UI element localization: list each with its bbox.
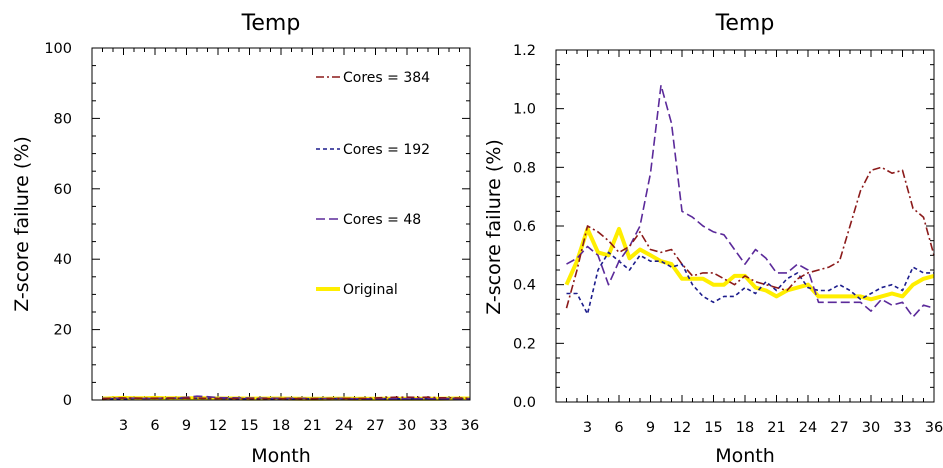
- y-tick-label: 0: [63, 393, 72, 409]
- y-tick-label: 1.2: [513, 43, 536, 59]
- legend-label: Cores = 192: [343, 142, 430, 158]
- x-tick-label: 21: [303, 418, 321, 434]
- x-tick-label: 15: [704, 420, 722, 436]
- x-tick-label: 33: [429, 418, 447, 434]
- x-tick-label: 27: [366, 418, 384, 434]
- x-tick-label: 27: [830, 420, 848, 436]
- y-tick-label: 20: [54, 323, 72, 339]
- right-chart-title: Temp: [715, 11, 775, 36]
- legend-label: Original: [343, 282, 398, 298]
- legend-label: Cores = 48: [343, 212, 421, 228]
- right-chart-xlabel: Month: [715, 445, 775, 467]
- x-tick-label: 30: [862, 420, 880, 436]
- x-tick-label: 33: [893, 420, 911, 436]
- legend-label: Cores = 384: [343, 70, 430, 86]
- y-tick-label: 80: [54, 111, 72, 127]
- y-tick-label: 60: [54, 182, 72, 198]
- y-tick-label: 1.0: [513, 102, 536, 118]
- left-chart-title: Temp: [241, 11, 301, 36]
- x-tick-label: 3: [583, 420, 592, 436]
- x-tick-label: 36: [925, 420, 943, 436]
- y-tick-label: 0.0: [513, 395, 536, 411]
- y-tick-label: 0.2: [513, 336, 536, 352]
- legend: Cores = 384 Cores = 192 Cores = 48 Original: [316, 70, 430, 298]
- series-line-cores-384: [102, 396, 471, 400]
- x-tick-label: 9: [646, 420, 655, 436]
- x-tick-label: 36: [461, 418, 479, 434]
- x-tick-label: 9: [182, 418, 191, 434]
- y-tick-label: 100: [44, 41, 72, 57]
- x-tick-label: 21: [767, 420, 785, 436]
- x-tick-label: 3: [119, 418, 128, 434]
- left-chart-ylabel: Z-score failure (%): [11, 136, 33, 312]
- x-tick-label: 6: [614, 420, 623, 436]
- y-tick-label: 0.6: [513, 219, 536, 235]
- right-chart-frame: [555, 49, 935, 403]
- right-chart-ylabel: Z-score failure (%): [483, 139, 505, 315]
- series-line-cores-384: [565, 166, 935, 309]
- x-tick-label: 24: [335, 418, 353, 434]
- left-chart-xlabel: Month: [251, 445, 311, 467]
- x-tick-label: 12: [209, 418, 227, 434]
- y-tick-label: 0.4: [513, 278, 536, 294]
- series-line-original: [564, 226, 935, 302]
- x-tick-label: 24: [799, 420, 817, 436]
- left-chart: Temp Z-score failure (%) Month 3 6 9 12 15 18…: [11, 11, 479, 467]
- x-tick-label: 18: [272, 418, 290, 434]
- x-tick-label: 18: [736, 420, 754, 436]
- y-tick-label: 0.8: [513, 160, 536, 176]
- series-line-cores-192: [566, 251, 934, 315]
- y-tick-label: 40: [54, 252, 72, 268]
- x-tick-label: 12: [673, 420, 691, 436]
- x-tick-label: 15: [240, 418, 258, 434]
- x-tick-label: 30: [398, 418, 416, 434]
- x-tick-label: 6: [150, 418, 159, 434]
- right-chart: Temp Z-score failure (%) Month 3 6 9 12 15 18…: [483, 11, 943, 467]
- left-chart-frame: [91, 47, 471, 401]
